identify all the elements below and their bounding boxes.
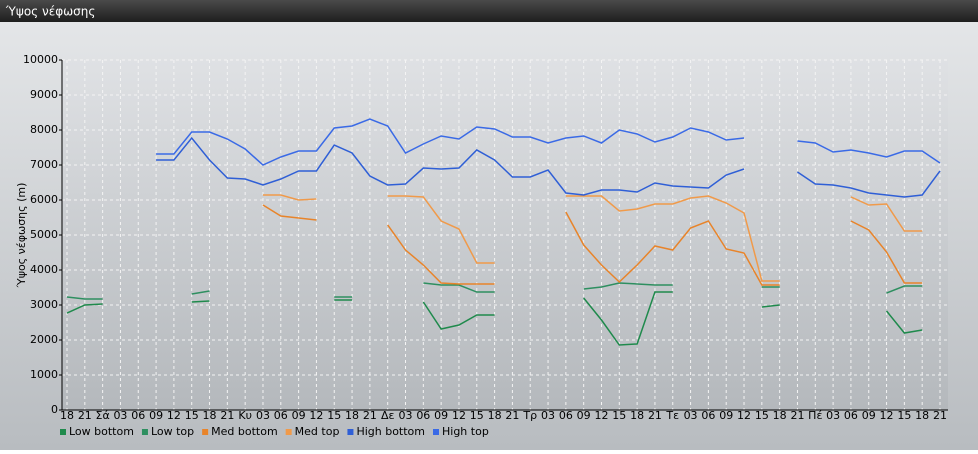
y-tick-label: 3000 [30,298,58,311]
legend-swatch [433,429,439,435]
x-tick-label: 12 [309,409,323,422]
x-tick-label: Σά [96,409,110,422]
legend-swatch [347,429,354,435]
x-tick-label: 06 [131,409,145,422]
legend-label[interactable]: Med top [295,425,340,438]
legend-swatch [60,429,66,435]
x-tick-label: Τε [665,409,679,422]
x-tick-label: 03 [684,409,698,422]
x-tick-label: Κυ [238,409,252,422]
series-line [66,282,923,300]
series-line [262,194,923,282]
legend-label[interactable]: Low top [151,425,194,438]
x-tick-label: 15 [612,409,626,422]
x-tick-label: 12 [452,409,466,422]
x-tick-label: 03 [256,409,270,422]
legend-swatch [202,429,209,435]
window-title: Ύψος νέφωσης [5,5,95,19]
x-tick-label: 15 [755,409,769,422]
y-tick-label: 4000 [30,263,58,276]
series-line [66,291,923,346]
x-tick-label: 18 [630,409,644,422]
x-tick-label: 21 [220,409,234,422]
x-tick-label: 09 [719,409,733,422]
x-tick-label: 09 [577,409,591,422]
x-tick-label: 18 [60,409,74,422]
x-tick-label: 09 [149,409,163,422]
x-tick-label: 03 [399,409,413,422]
x-tick-label: 12 [880,409,894,422]
x-tick-label: 21 [790,409,804,422]
legend-swatch [141,429,148,435]
x-tick-label: 21 [78,409,92,422]
series-line [156,118,941,166]
y-tick-label: 6000 [30,193,58,206]
x-tick-label: 09 [862,409,876,422]
x-tick-label: 06 [701,409,715,422]
x-tick-label: 15 [470,409,484,422]
legend-label[interactable]: High bottom [356,425,425,438]
x-tick-label: 18 [773,409,787,422]
x-tick-label: 18 [345,409,359,422]
y-tick-label: 0 [51,403,58,416]
x-tick-label: 15 [185,409,199,422]
x-tick-label: 06 [274,409,288,422]
x-tick-label: 12 [167,409,181,422]
x-tick-label: 06 [559,409,573,422]
x-tick-label: 18 [488,409,502,422]
y-tick-label: 9000 [30,88,58,101]
y-tick-label: 2000 [30,333,58,346]
x-tick-label: 15 [897,409,911,422]
x-tick-label: 12 [737,409,751,422]
x-tick-label: 06 [416,409,430,422]
x-tick-label: Πέ [808,409,822,422]
legend-label[interactable]: Low bottom [69,425,134,438]
x-tick-label: Τρ [522,409,537,422]
x-tick-label: 06 [844,409,858,422]
x-tick-label: 21 [648,409,662,422]
y-tick-label: 1000 [30,368,58,381]
x-tick-label: 21 [363,409,377,422]
legend-label[interactable]: Med bottom [211,425,278,438]
y-tick-label: 10000 [23,53,58,66]
title-bar [0,0,978,22]
x-tick-label: 18 [915,409,929,422]
y-axis-label: Ύψος νέφωσης (m) [15,183,28,289]
y-tick-label: 8000 [30,123,58,136]
x-tick-label: 03 [541,409,555,422]
x-tick-label: Δε [381,409,395,422]
series-line [262,204,923,286]
legend-swatch [285,429,292,435]
x-tick-label: 15 [327,409,341,422]
series-line [156,136,941,198]
x-tick-label: 03 [826,409,840,422]
x-tick-label: 21 [505,409,519,422]
legend-label[interactable]: High top [442,425,489,438]
x-tick-label: 09 [292,409,306,422]
y-tick-label: 5000 [30,228,58,241]
x-tick-label: 12 [594,409,608,422]
x-tick-label: 03 [113,409,127,422]
x-tick-label: 21 [933,409,947,422]
x-tick-label: 18 [203,409,217,422]
x-tick-label: 09 [434,409,448,422]
y-tick-label: 7000 [30,158,58,171]
